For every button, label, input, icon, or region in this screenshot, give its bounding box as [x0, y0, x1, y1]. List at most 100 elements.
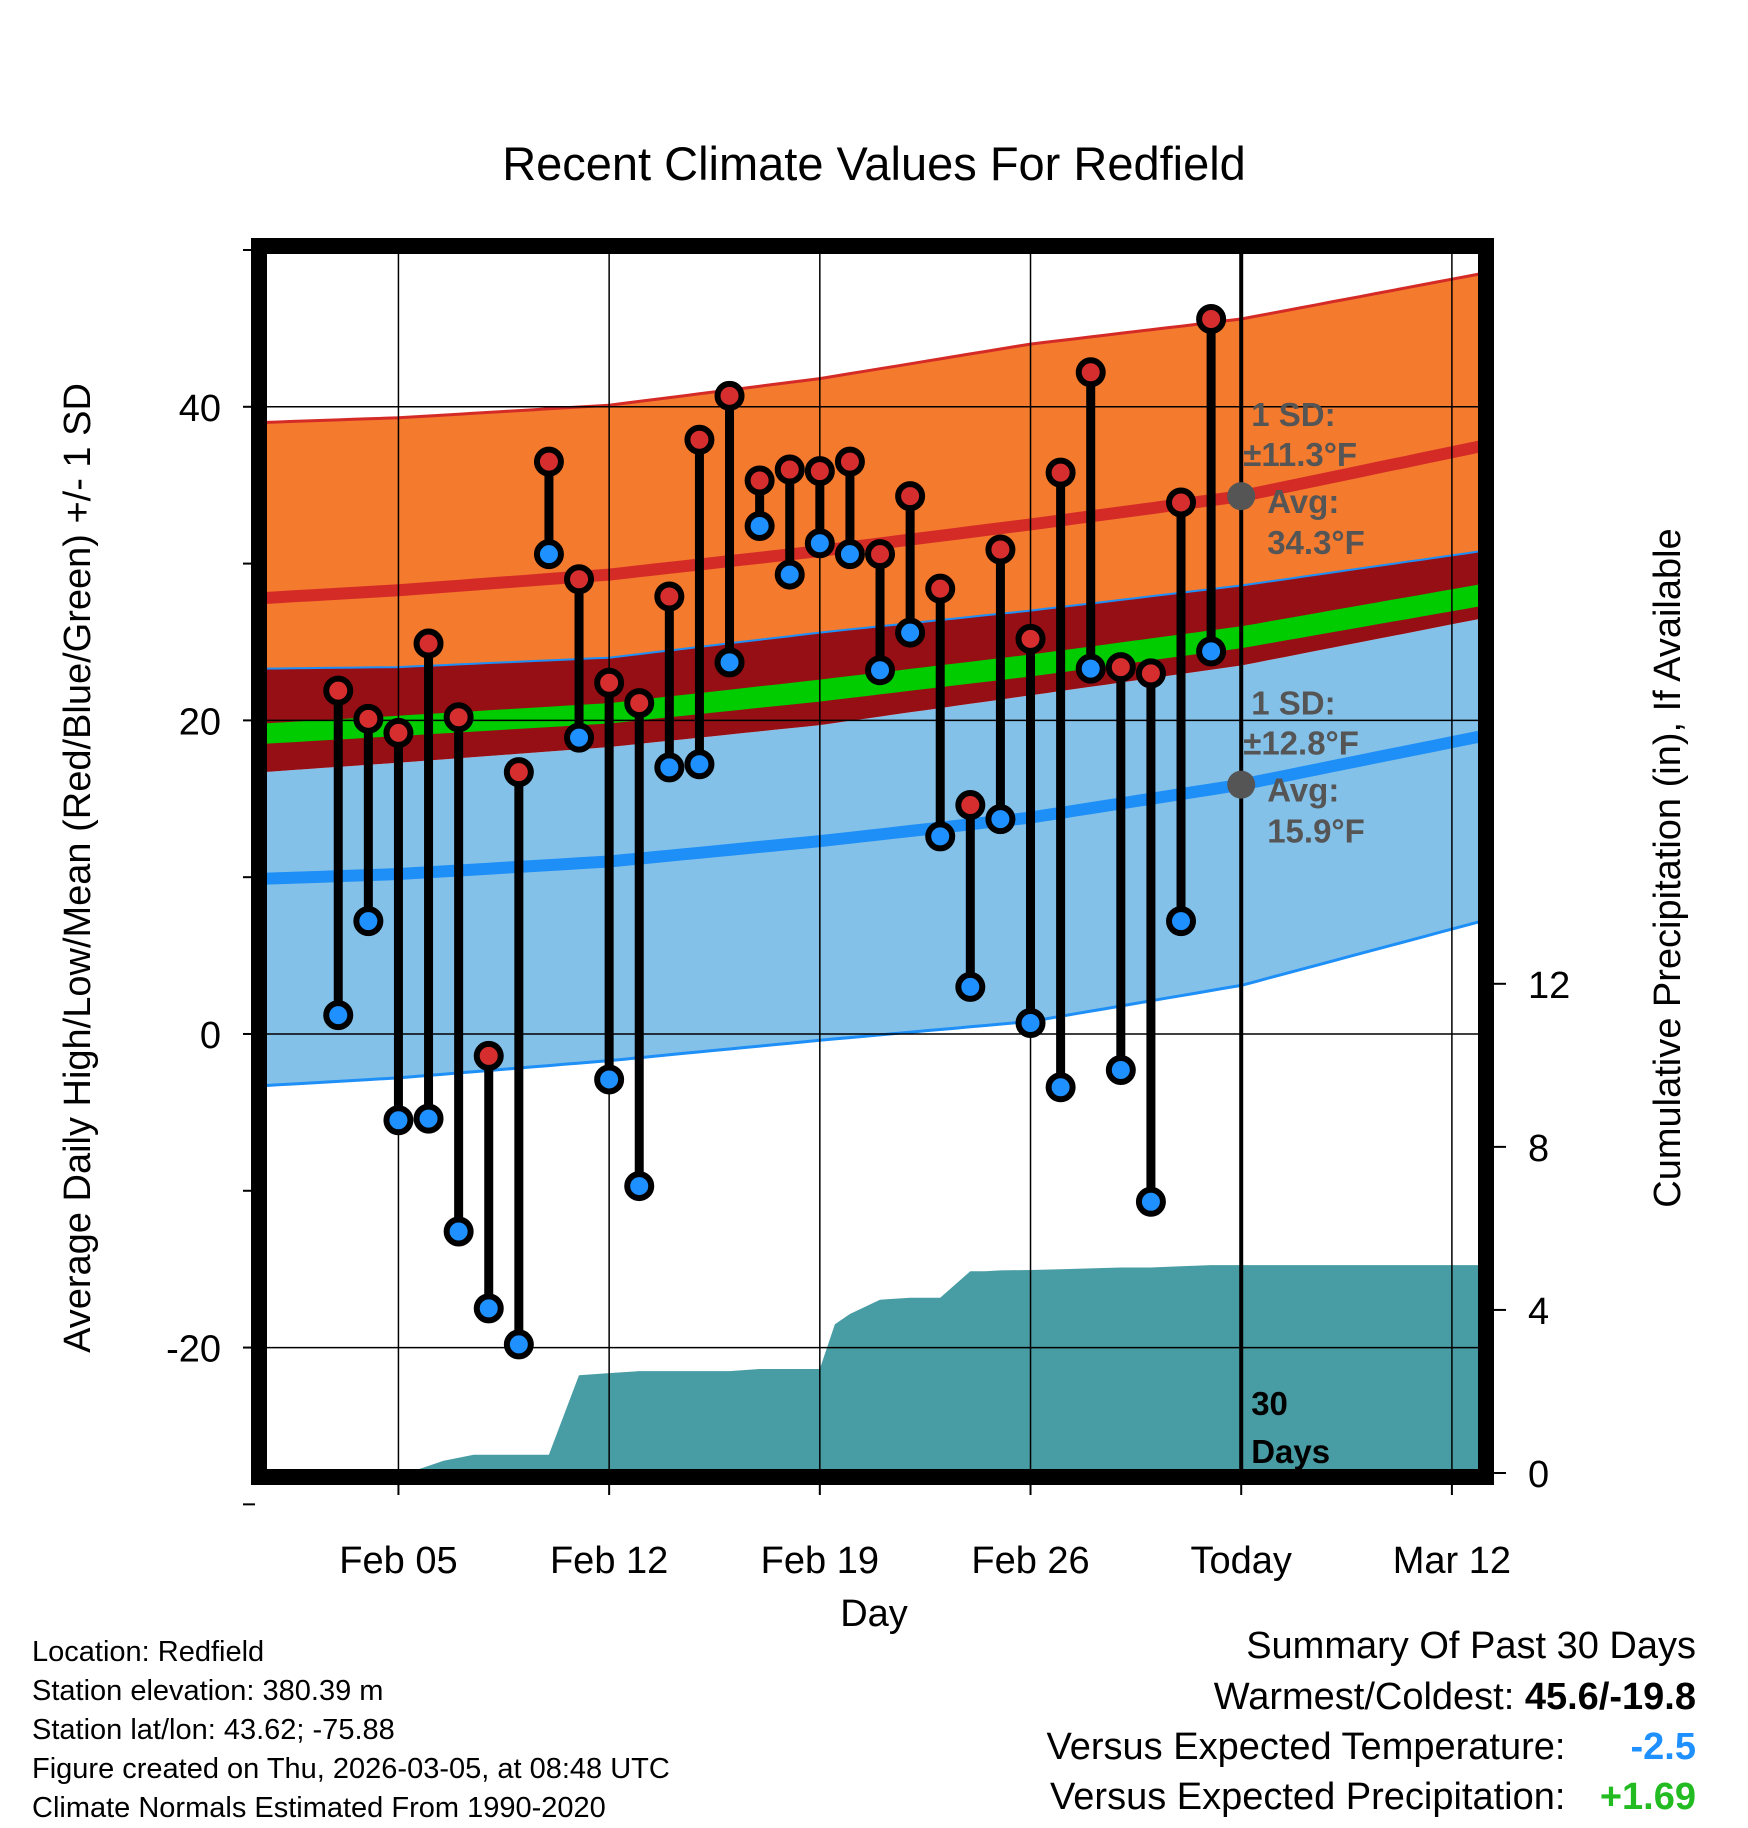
daily-low-point [744, 510, 775, 541]
summary-precip-label: Versus Expected Precipitation: [1050, 1776, 1566, 1818]
summary-precip-row: Versus Expected Precipitation: +1.69 [1050, 1778, 1696, 1816]
daily-high-point [1166, 487, 1197, 518]
daily-high-point [413, 628, 444, 659]
daily-high-point [774, 454, 805, 485]
daily-low-point [1166, 906, 1197, 937]
low-avg-label: Avg: [1267, 772, 1339, 809]
daily-high-point [1075, 357, 1106, 388]
x-axis-label: Day [840, 1593, 908, 1635]
daily-low-point [865, 655, 896, 686]
low-avg-value: 15.9°F [1267, 813, 1365, 850]
daily-high-point [624, 688, 655, 719]
plot-frame [251, 238, 1494, 1485]
daily-high-point [383, 717, 414, 748]
daily-low-point [834, 539, 865, 570]
high-avg-marker [1227, 482, 1256, 511]
chart-title: Recent Climate Values For Redfield [502, 137, 1246, 190]
summary-warmest-row: Warmest/Coldest: 45.6/-19.8 [1214, 1678, 1696, 1716]
daily-low-point [774, 559, 805, 590]
y-right-tick-label: 8 [1528, 1128, 1549, 1170]
y-axis-label-left: Average Daily High/Low/Mean (Red/Blue/Gr… [57, 383, 99, 1353]
daily-low-point [1075, 653, 1106, 684]
daily-low-point [473, 1293, 504, 1324]
y-left-tick-label: 40 [179, 388, 221, 430]
high-avg-value: 34.3°F [1267, 524, 1365, 561]
high-sd-value: ±11.3°F [1243, 436, 1357, 473]
daily-low-point [895, 617, 926, 648]
daily-high-point [473, 1040, 504, 1071]
x-tick-label: Feb 05 [339, 1540, 457, 1582]
daily-high-point [955, 790, 986, 821]
daily-low-point [323, 1000, 354, 1031]
summary-warmest-label: Warmest/Coldest: [1213, 1676, 1515, 1718]
daily-high-point [654, 581, 685, 612]
low-sd-value: ±12.8°F [1243, 725, 1359, 762]
summary-warmest-value: 45.6/-19.8 [1524, 1676, 1696, 1718]
summary-temp-label: Versus Expected Temperature: [1046, 1726, 1566, 1768]
daily-low-point [804, 528, 835, 559]
daily-low-point [503, 1329, 534, 1360]
daily-low-point [383, 1105, 414, 1136]
daily-high-point [1105, 652, 1136, 683]
low-sd-label: 1 SD: [1251, 685, 1335, 722]
info-normals: Climate Normals Estimated From 1990-2020 [32, 1792, 606, 1824]
info-created: Figure created on Thu, 2026-03-05, at 08… [32, 1753, 670, 1785]
daily-high-point [744, 465, 775, 496]
daily-low-point [1015, 1007, 1046, 1038]
y-left-tick-label: 0 [200, 1015, 221, 1057]
daily-low-point [624, 1171, 655, 1202]
info-latlon: Station lat/lon: 43.62; -75.88 [32, 1714, 395, 1746]
summary-precip-value: +1.69 [1599, 1776, 1696, 1818]
today-count-label: 30 [1251, 1385, 1288, 1422]
daily-low-point [684, 749, 715, 780]
y-right-tick-label: 0 [1528, 1454, 1549, 1496]
x-tick-label: Feb 19 [761, 1540, 879, 1582]
daily-high-point [1045, 457, 1076, 488]
info-elevation: Station elevation: 380.39 m [32, 1675, 384, 1707]
low-mean-line [263, 730, 1482, 885]
summary-temp-row: Versus Expected Temperature: -2.5 [1047, 1728, 1696, 1766]
x-tick-label: Mar 12 [1393, 1540, 1511, 1582]
y-right-tick-label: 12 [1528, 965, 1570, 1007]
daily-low-point [1196, 636, 1227, 667]
daily-low-point [714, 647, 745, 678]
daily-low-point [654, 752, 685, 783]
daily-low-point [955, 971, 986, 1002]
summary-title: Summary Of Past 30 Days [1246, 1625, 1696, 1667]
daily-high-point [594, 667, 625, 698]
high-sd-label: 1 SD: [1251, 396, 1335, 433]
daily-high-point [1196, 303, 1227, 334]
daily-high-point [1015, 623, 1046, 654]
daily-high-point [323, 675, 354, 706]
daily-high-point [443, 702, 474, 733]
daily-high-point [533, 446, 564, 477]
daily-low-point [925, 821, 956, 852]
daily-low-point [533, 539, 564, 570]
daily-high-point [804, 456, 835, 487]
daily-low-point [1105, 1055, 1136, 1086]
daily-low-point [353, 906, 384, 937]
today-days-label: Days [1251, 1433, 1330, 1470]
y-left-tick-label: 20 [179, 701, 221, 743]
low-lower-edge [263, 919, 1482, 1088]
y-left-tick-label: -20 [166, 1329, 221, 1371]
daily-low-point [1045, 1072, 1076, 1103]
daily-low-point [985, 804, 1016, 835]
daily-low-point [443, 1216, 474, 1247]
info-location: Location: Redfield [32, 1636, 265, 1668]
high-lower-edge [263, 550, 1482, 670]
daily-high-point [353, 703, 384, 734]
precip-area [263, 1265, 1482, 1473]
daily-high-point [714, 380, 745, 411]
daily-high-point [684, 424, 715, 455]
daily-high-point [564, 564, 595, 595]
x-tick-label: Feb 12 [550, 1540, 668, 1582]
x-tick-label: Feb 26 [971, 1540, 1089, 1582]
low-avg-marker [1227, 770, 1256, 799]
x-tick-label: Today [1191, 1540, 1292, 1582]
high-upper-edge [263, 272, 1482, 424]
y-axis-label-right: Cumulative Precipitation (in), If Availa… [1647, 528, 1689, 1207]
daily-high-point [925, 573, 956, 604]
